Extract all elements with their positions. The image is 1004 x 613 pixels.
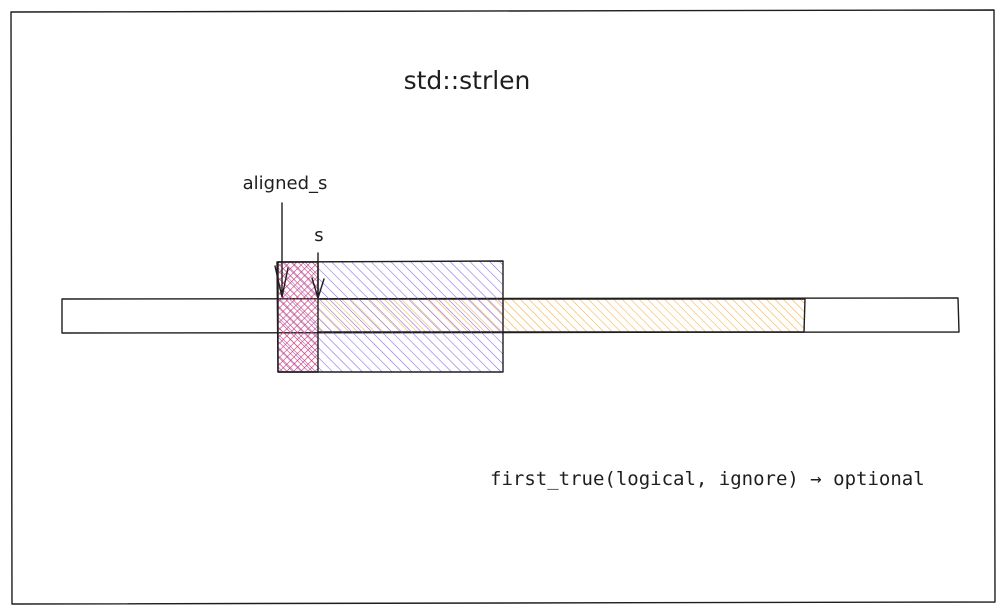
string-pointer-arrow (311, 252, 325, 299)
diagram-title: std::strlen (404, 66, 531, 95)
aligned-pointer: aligned_s (243, 173, 328, 298)
string-pointer: s (311, 225, 325, 299)
aligned-pointer-arrow (274, 202, 289, 298)
string-pointer-label: s (314, 225, 323, 246)
ignored-prefix (277, 261, 319, 373)
frame (10, 9, 996, 605)
diagram-caption: first_true(logical, ignore) → optional (490, 468, 925, 490)
aligned-pointer-label: aligned_s (243, 173, 328, 194)
